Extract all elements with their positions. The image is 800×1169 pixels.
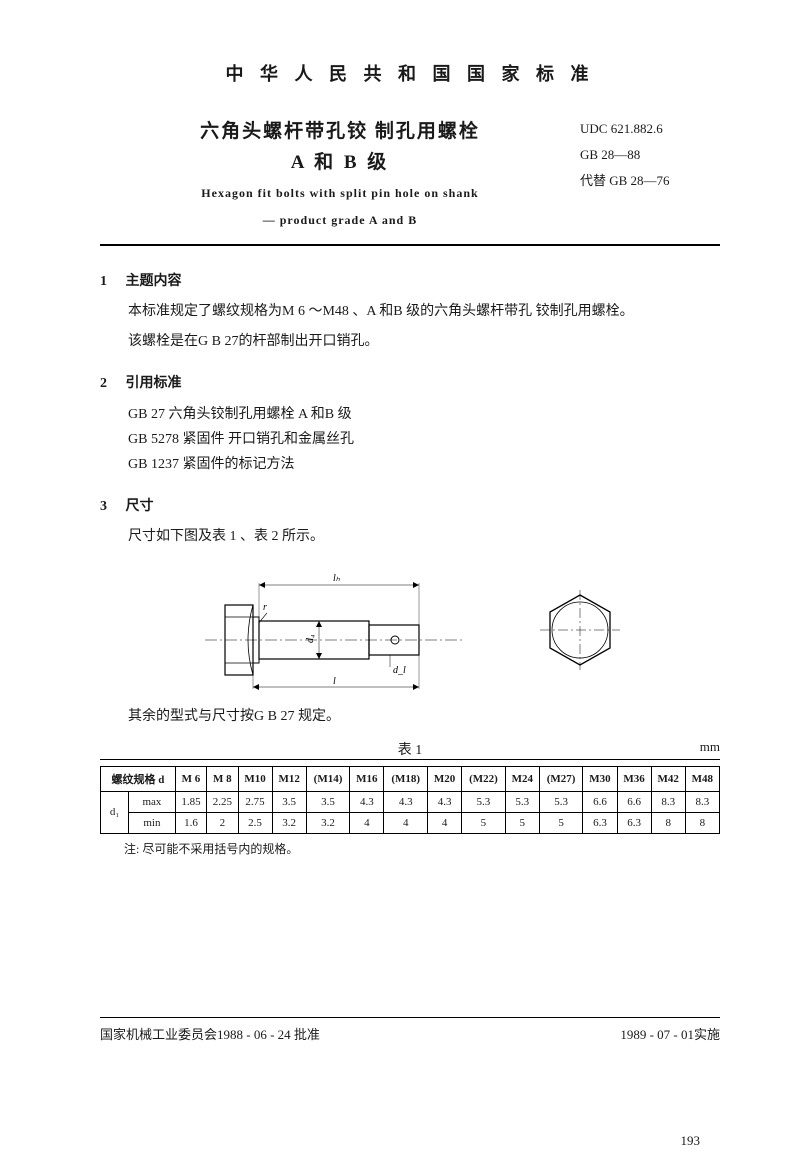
table1-header-size: M30 — [583, 766, 617, 791]
table1-cell: 3.2 — [272, 812, 306, 833]
table1-cell: 5 — [539, 812, 583, 833]
table1-cell: 4 — [384, 812, 428, 833]
table1-header-size: M 6 — [175, 766, 206, 791]
table1-cell: 4.3 — [428, 791, 462, 812]
footer: 国家机械工业委员会1988 - 06 - 24 批准 1989 - 07 - 0… — [100, 1017, 720, 1043]
table1-cell: 8.3 — [651, 791, 685, 812]
section-2-title: 2 引用标准 — [100, 372, 720, 392]
table1-caption: 表 1 mm — [100, 739, 720, 759]
page: 中 华 人 民 共 和 国 国 家 标 准 六角头螺杆带孔铰 制孔用螺栓 A 和… — [0, 0, 800, 1169]
table1-cell: 4 — [350, 812, 384, 833]
table1-cell: 8 — [685, 812, 719, 833]
table1-max-label: max — [129, 791, 176, 812]
supersede-code: 代替 GB 28—76 — [580, 168, 720, 194]
reference-list: GB 27 六角头铰制孔用螺栓 A 和B 级 GB 5278 紧固件 开口销孔和… — [128, 402, 720, 478]
title-block: 六角头螺杆带孔铰 制孔用螺栓 A 和 B 级 Hexagon fit bolts… — [100, 116, 720, 228]
table1-caption-text: 表 1 — [398, 743, 423, 758]
table1-cell: 5.3 — [505, 791, 539, 812]
ref-2: GB 5278 紧固件 开口销孔和金属丝孔 — [128, 427, 720, 452]
table1-header-size: M 8 — [207, 766, 238, 791]
table1-cell: 2.25 — [207, 791, 238, 812]
table1-cell: 2 — [207, 812, 238, 833]
title-right-refs: UDC 621.882.6 GB 28—88 代替 GB 28—76 — [580, 116, 720, 228]
bolt-side-view: r lₕ d₄ d_l l — [195, 565, 475, 695]
section-3-title: 3 尺寸 — [100, 495, 720, 515]
gb-code: GB 28—88 — [580, 142, 720, 168]
table1-top-rule — [100, 759, 720, 760]
table1-cell: 2.75 — [238, 791, 272, 812]
table1-cell: 4.3 — [384, 791, 428, 812]
title-left: 六角头螺杆带孔铰 制孔用螺栓 A 和 B 级 Hexagon fit bolts… — [100, 116, 580, 228]
table1-cell: 6.6 — [583, 791, 617, 812]
table1-cell: 6.3 — [617, 812, 651, 833]
table1-header-size: M12 — [272, 766, 306, 791]
table1-header-size: M10 — [238, 766, 272, 791]
table1-cell: 5.3 — [539, 791, 583, 812]
title-en-line1: Hexagon fit bolts with split pin hole on… — [100, 186, 580, 201]
table1-cell: 8.3 — [685, 791, 719, 812]
table1-cell: 3.5 — [306, 791, 350, 812]
table1-header-size: M48 — [685, 766, 719, 791]
section-3-heading: 尺寸 — [126, 499, 154, 514]
diagram-area: r lₕ d₄ d_l l — [100, 565, 720, 695]
table1-header-size: M16 — [350, 766, 384, 791]
svg-text:lₕ: lₕ — [333, 573, 341, 584]
table1-header-size: (M18) — [384, 766, 428, 791]
table1-header-size: M36 — [617, 766, 651, 791]
title-cn-line2: A 和 B 级 — [100, 147, 580, 174]
udc-code: UDC 621.882.6 — [580, 116, 720, 142]
table1-cell: 5.3 — [462, 791, 506, 812]
section-3-p1: 尺寸如下图及表 1 、表 2 所示。 — [100, 525, 720, 549]
svg-text:d₄: d₄ — [305, 634, 316, 643]
svg-text:d_l: d_l — [393, 665, 406, 676]
section-1-title: 1 主题内容 — [100, 270, 720, 290]
section-1-heading: 主题内容 — [126, 274, 182, 289]
section-1-num: 1 — [100, 274, 122, 290]
section-1-p1: 本标准规定了螺纹规格为M 6 ～M48 、A 和B 级的六角头螺杆带孔 铰制孔用… — [100, 300, 720, 324]
table1-d1-label: d₁ — [101, 791, 129, 833]
table1-cell: 6.6 — [617, 791, 651, 812]
table1: 螺纹规格 dM 6M 8M10M12(M14)M16(M18)M20(M22)M… — [100, 766, 720, 834]
section-2-heading: 引用标准 — [126, 376, 182, 391]
table1-cell: 8 — [651, 812, 685, 833]
footer-left: 国家机械工业委员会1988 - 06 - 24 批准 — [100, 1024, 320, 1043]
table1-header-size: (M22) — [462, 766, 506, 791]
table1-cell: 4 — [428, 812, 462, 833]
ref-3: GB 1237 紧固件的标记方法 — [128, 452, 720, 477]
footer-right: 1989 - 07 - 01实施 — [620, 1024, 720, 1043]
table1-header-size: (M14) — [306, 766, 350, 791]
standard-header: 中 华 人 民 共 和 国 国 家 标 准 — [100, 60, 720, 86]
table1-cell: 2.5 — [238, 812, 272, 833]
table1-cell: 5 — [505, 812, 539, 833]
table1-cell: 5 — [462, 812, 506, 833]
ref-1: GB 27 六角头铰制孔用螺栓 A 和B 级 — [128, 402, 720, 427]
section-2-num: 2 — [100, 376, 122, 392]
table1-header-size: (M27) — [539, 766, 583, 791]
section-3-num: 3 — [100, 499, 122, 515]
title-cn-line1: 六角头螺杆带孔铰 制孔用螺栓 — [100, 116, 580, 143]
table1-cell: 4.3 — [350, 791, 384, 812]
table1-header-spec: 螺纹规格 d — [101, 766, 176, 791]
section-1-p2: 该螺栓是在G B 27的杆部制出开口销孔。 — [100, 330, 720, 354]
table1-header-size: M42 — [651, 766, 685, 791]
table1-header-size: M24 — [505, 766, 539, 791]
table1-cell: 3.2 — [306, 812, 350, 833]
page-number: 193 — [681, 1133, 701, 1149]
table1-cell: 3.5 — [272, 791, 306, 812]
svg-text:l: l — [333, 676, 336, 687]
table1-cell: 1.6 — [175, 812, 206, 833]
note-after-diagram: 其余的型式与尺寸按G B 27 规定。 — [100, 705, 720, 729]
table1-min-label: min — [129, 812, 176, 833]
svg-text:r: r — [263, 602, 267, 613]
table1-header-size: M20 — [428, 766, 462, 791]
table1-cell: 6.3 — [583, 812, 617, 833]
table1-cell: 1.85 — [175, 791, 206, 812]
bolt-head-view — [535, 585, 625, 675]
table1-unit: mm — [700, 739, 720, 755]
title-en-line2: — product grade A and B — [100, 213, 580, 228]
divider-top — [100, 244, 720, 246]
table1-note: 注: 尽可能不采用括号内的规格。 — [124, 840, 720, 857]
